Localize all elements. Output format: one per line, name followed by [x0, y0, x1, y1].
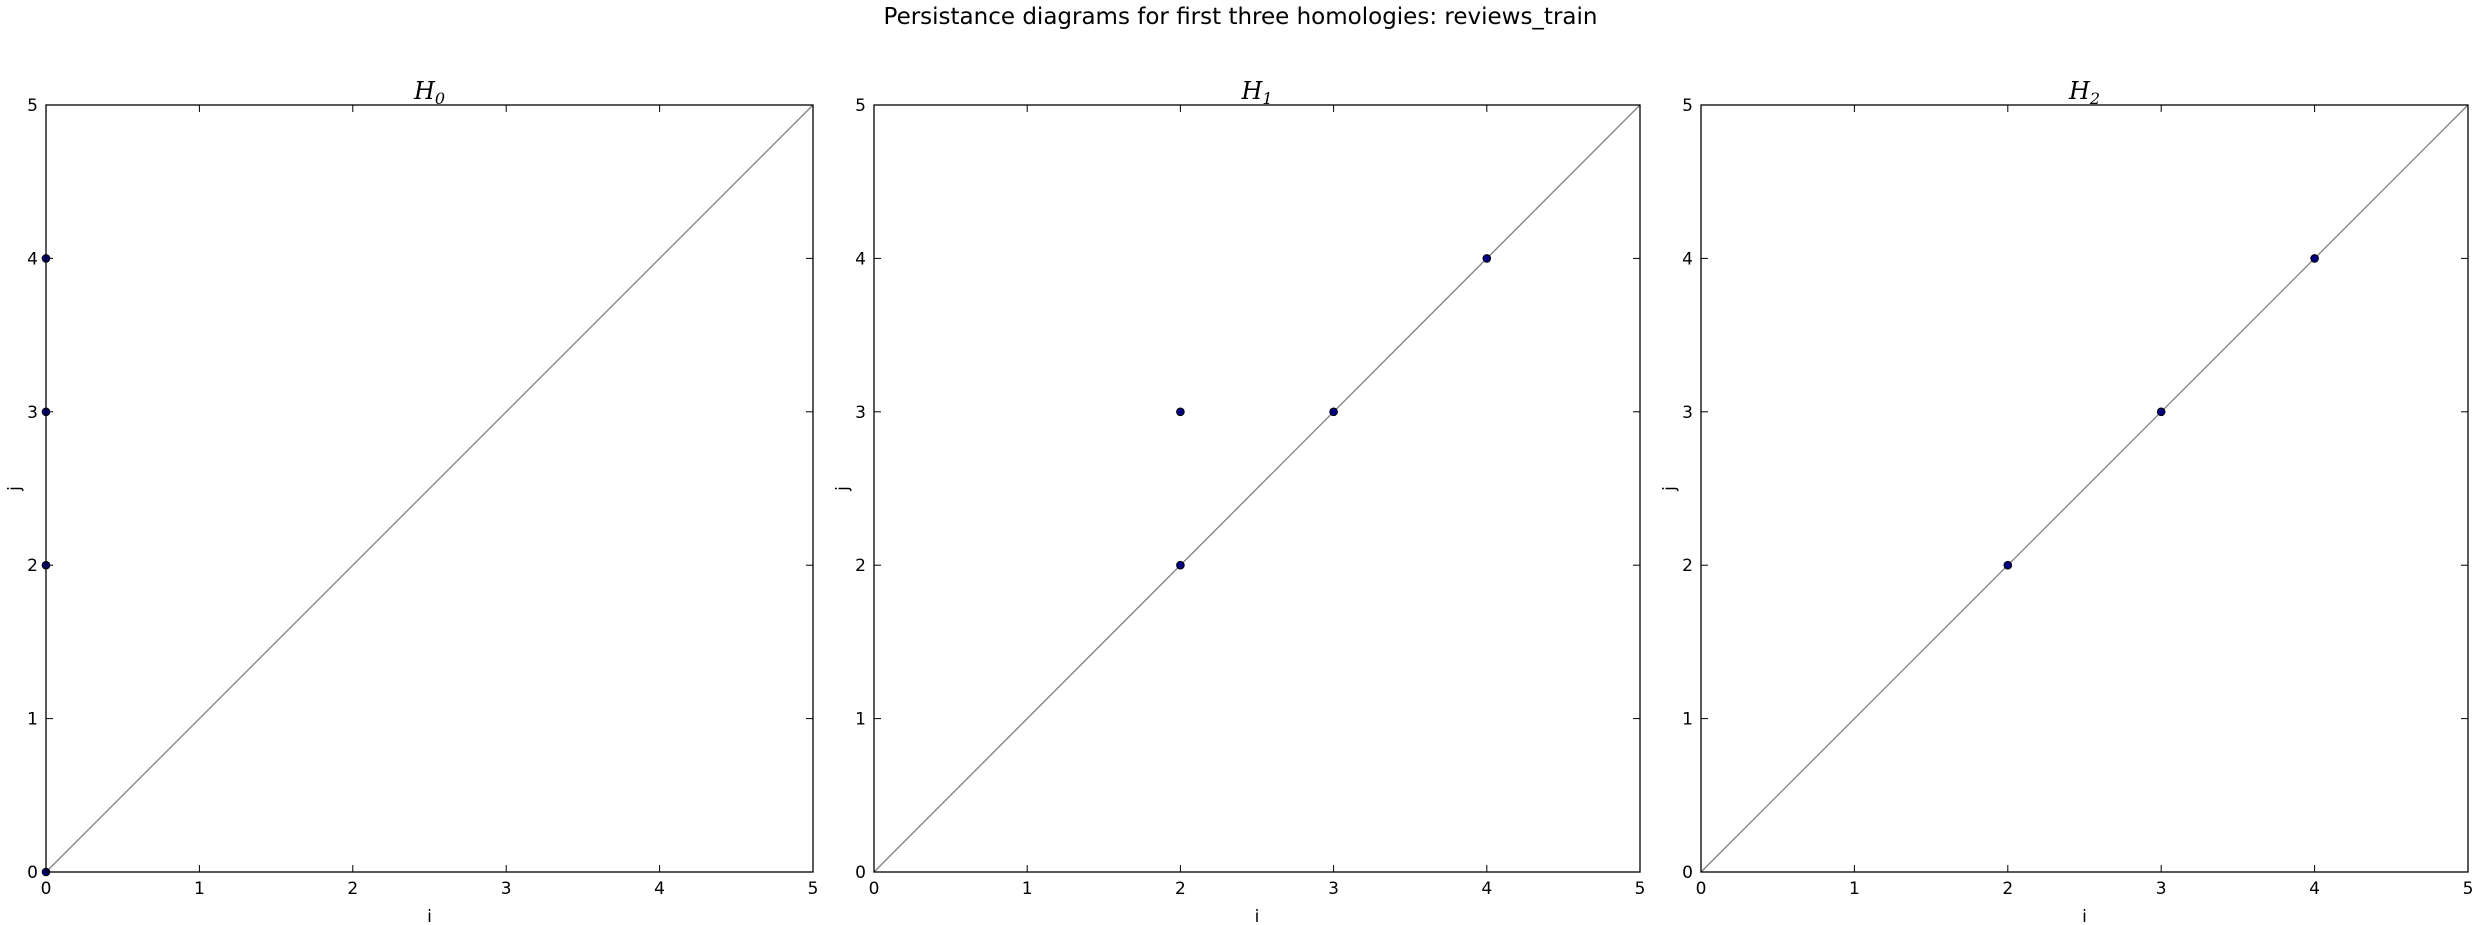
panel-2-y-tick-label: 0: [1682, 863, 1693, 883]
panel-1-data-point: [1329, 407, 1338, 417]
panel-0-y-tick-label: 1: [27, 710, 38, 730]
panel-0-title-main: H: [413, 77, 436, 105]
panel-1-y-tick-label: 3: [855, 403, 866, 423]
panel-2-y-tick-label: 3: [1682, 403, 1693, 423]
panel-1-title: H1: [1240, 77, 1272, 108]
panel-1-y-tick-label: 2: [855, 556, 866, 576]
panel-0-axes-frame: [45, 104, 814, 873]
panel-0-x-tick-label: 5: [808, 879, 819, 899]
panel-2-y-tick-label: 5: [1682, 96, 1693, 116]
panel-2-x-tick-label: 5: [2463, 879, 2474, 899]
panel-2-data-point: [2310, 254, 2319, 263]
panel-2-x-tick-label: 1: [1849, 879, 1860, 899]
panel-0-x-tick-label: 1: [194, 879, 205, 899]
panel-1-x-tick-label: 2: [1175, 879, 1186, 899]
panel-1-x-tick-label: 1: [1022, 879, 1033, 899]
figure-title: Persistance diagrams for first three hom…: [883, 4, 1598, 30]
panel-0-x-tick-label: 3: [501, 879, 512, 899]
panel-0-y-tick-label: 3: [27, 403, 38, 423]
panel-1-x-axis-label: i: [1255, 907, 1260, 925]
panel-2-title: H2: [2068, 77, 2100, 108]
panel-2-data-point: [2156, 407, 2166, 417]
panel-1-y-tick-label: 5: [855, 96, 866, 116]
panel-1-axes-frame: [873, 104, 1641, 873]
panel-0-y-axis-label: j: [5, 486, 25, 492]
panel-0-y-tick-label: 5: [27, 96, 38, 116]
panel-2-x-tick-label: 4: [2309, 879, 2320, 899]
panel-1-title-main: H: [1240, 77, 1263, 105]
panel-1-data-point: [1482, 254, 1492, 263]
panel-1-y-tick-label: 0: [855, 863, 866, 883]
panel-2-y-tick-label: 1: [1682, 710, 1693, 730]
panel-0-diagonal-line: [45, 104, 814, 873]
panel-1-y-tick-label: 4: [855, 249, 866, 269]
panel-0-x-axis-label: i: [427, 907, 432, 925]
panel-1-title-subscript: 1: [1262, 89, 1272, 108]
panel-2-diagonal-line: [1700, 104, 2469, 873]
panel-1-data-point: [1176, 560, 1185, 570]
panel-0-y-tick-label: 4: [27, 249, 38, 269]
panel-1-x-tick-label: 5: [1635, 879, 1646, 899]
panel-2-x-tick-label: 3: [2156, 879, 2167, 899]
panel-0-x-tick-label: 4: [654, 879, 665, 899]
panel-2-axes-frame: [1700, 104, 2469, 873]
panel-0-x-tick-label: 2: [347, 879, 358, 899]
panel-2-x-tick-label: 2: [2002, 879, 2013, 899]
panel-2-x-axis-label: i: [2082, 907, 2087, 925]
panel-0-title-subscript: 0: [435, 89, 445, 108]
panel-1-x-tick-label: 4: [1481, 879, 1492, 899]
panel-2-y-axis-label: j: [1660, 486, 1680, 492]
panel-2-title-subscript: 2: [2089, 89, 2100, 108]
panel-2-x-tick-label: 0: [1696, 879, 1707, 899]
panel-2-title-main: H: [2068, 77, 2091, 105]
panel-0-y-tick-label: 0: [27, 863, 38, 883]
panel-1-diagonal-line: [873, 104, 1641, 873]
panel-1-x-tick-label: 0: [869, 879, 880, 899]
panel-1-y-axis-label: j: [833, 486, 853, 492]
panel-1-x-tick-label: 3: [1328, 879, 1339, 899]
panel-1-data-point: [1176, 407, 1185, 417]
panel-2-data-point: [2003, 560, 2013, 570]
panel-1-y-tick-label: 1: [855, 710, 866, 730]
panel-2-y-tick-label: 4: [1682, 249, 1693, 269]
panel-0-title: H0: [413, 77, 445, 108]
panel-0-x-tick-label: 0: [41, 879, 52, 899]
panel-0-y-tick-label: 2: [27, 556, 38, 576]
panel-2-y-tick-label: 2: [1682, 556, 1693, 576]
